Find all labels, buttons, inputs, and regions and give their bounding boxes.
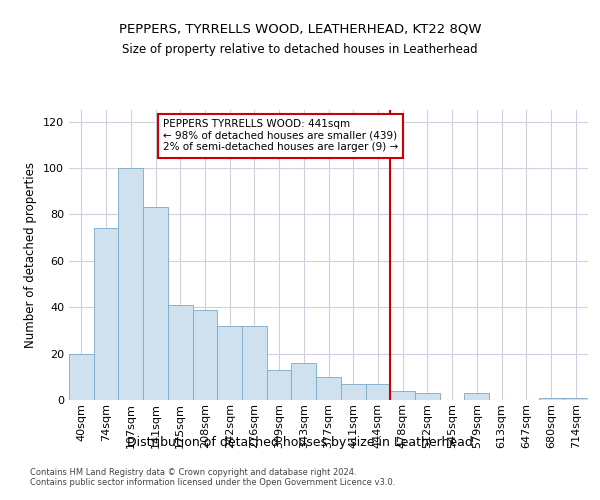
Bar [292,363,316,400]
Text: PEPPERS, TYRRELLS WOOD, LEATHERHEAD, KT22 8QW: PEPPERS, TYRRELLS WOOD, LEATHERHEAD, KT2… [119,22,481,36]
Bar [217,326,242,400]
Text: Distribution of detached houses by size in Leatherhead: Distribution of detached houses by size … [127,436,473,449]
Bar [390,390,415,400]
Bar [118,168,143,400]
Bar [563,398,588,400]
Bar [242,326,267,400]
Y-axis label: Number of detached properties: Number of detached properties [25,162,37,348]
Bar [539,398,563,400]
Bar [316,377,341,400]
Text: PEPPERS TYRRELLS WOOD: 441sqm
← 98% of detached houses are smaller (439)
2% of s: PEPPERS TYRRELLS WOOD: 441sqm ← 98% of d… [163,120,398,152]
Bar [168,305,193,400]
Bar [69,354,94,400]
Bar [143,208,168,400]
Text: Contains HM Land Registry data © Crown copyright and database right 2024.
Contai: Contains HM Land Registry data © Crown c… [30,468,395,487]
Bar [267,370,292,400]
Bar [365,384,390,400]
Bar [193,310,217,400]
Text: Size of property relative to detached houses in Leatherhead: Size of property relative to detached ho… [122,42,478,56]
Bar [415,393,440,400]
Bar [341,384,365,400]
Bar [464,393,489,400]
Bar [94,228,118,400]
